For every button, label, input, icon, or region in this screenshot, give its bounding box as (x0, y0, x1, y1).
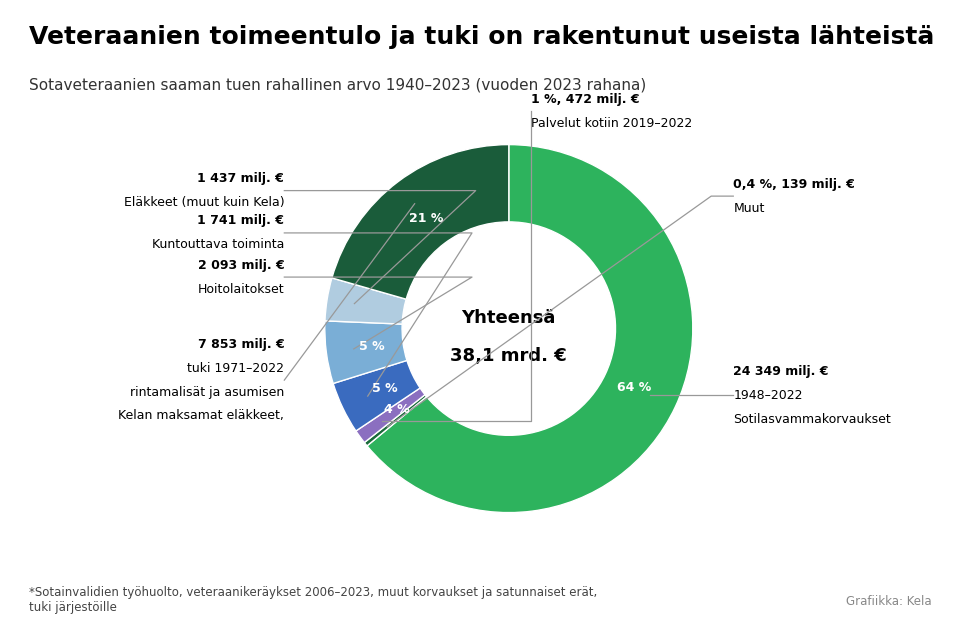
Wedge shape (332, 144, 509, 299)
Text: 64 %: 64 % (616, 381, 651, 394)
Text: Sotaveteraanien saaman tuen rahallinen arvo 1940–2023 (vuoden 2023 rahana): Sotaveteraanien saaman tuen rahallinen a… (29, 78, 646, 92)
Text: tuki 1971–2022: tuki 1971–2022 (187, 361, 284, 374)
Text: 1 741 milj. €: 1 741 milj. € (198, 215, 284, 228)
Text: 4 %: 4 % (384, 403, 410, 416)
Text: Palvelut kotiin 2019–2022: Palvelut kotiin 2019–2022 (531, 117, 692, 130)
Text: 24 349 milj. €: 24 349 milj. € (733, 365, 828, 378)
Wedge shape (325, 278, 406, 324)
Text: Grafiikka: Kela: Grafiikka: Kela (846, 595, 931, 608)
Text: 7 853 milj. €: 7 853 milj. € (198, 338, 284, 351)
Text: 38,1 mrd. €: 38,1 mrd. € (450, 347, 567, 365)
Text: Eläkkeet (muut kuin Kela): Eläkkeet (muut kuin Kela) (124, 196, 284, 209)
Wedge shape (367, 144, 693, 513)
Text: 2 093 milj. €: 2 093 milj. € (198, 259, 284, 272)
Text: Hoitolaitokset: Hoitolaitokset (198, 283, 284, 296)
Text: Kuntouttava toiminta: Kuntouttava toiminta (152, 238, 284, 251)
Text: 0,4 %, 139 milj. €: 0,4 %, 139 milj. € (733, 178, 855, 191)
Text: Veteraanien toimeentulo ja tuki on rakentunut useista lähteistä: Veteraanien toimeentulo ja tuki on raken… (29, 25, 934, 49)
Text: 1948–2022: 1948–2022 (733, 389, 803, 402)
Text: Sotilasvammakorvaukset: Sotilasvammakorvaukset (733, 413, 891, 425)
Text: Yhteensä: Yhteensä (462, 309, 556, 327)
Text: rintamalisät ja asumisen: rintamalisät ja asumisen (130, 386, 284, 399)
Text: 5 %: 5 % (359, 340, 385, 353)
Wedge shape (356, 388, 425, 443)
Text: 1 %, 472 milj. €: 1 %, 472 milj. € (531, 93, 639, 106)
Text: Kelan maksamat eläkkeet,: Kelan maksamat eläkkeet, (118, 409, 284, 422)
Text: 1 437 milj. €: 1 437 milj. € (198, 172, 284, 185)
Text: 5 %: 5 % (372, 382, 397, 395)
Text: 21 %: 21 % (409, 212, 443, 225)
Text: *Sotainvalidien työhuolto, veteraanikeräykset 2006–2023, muut korvaukset ja satu: *Sotainvalidien työhuolto, veteraanikerä… (29, 586, 597, 614)
Wedge shape (365, 395, 426, 446)
Text: Muut: Muut (733, 202, 765, 215)
Wedge shape (324, 321, 407, 384)
Wedge shape (333, 360, 420, 431)
